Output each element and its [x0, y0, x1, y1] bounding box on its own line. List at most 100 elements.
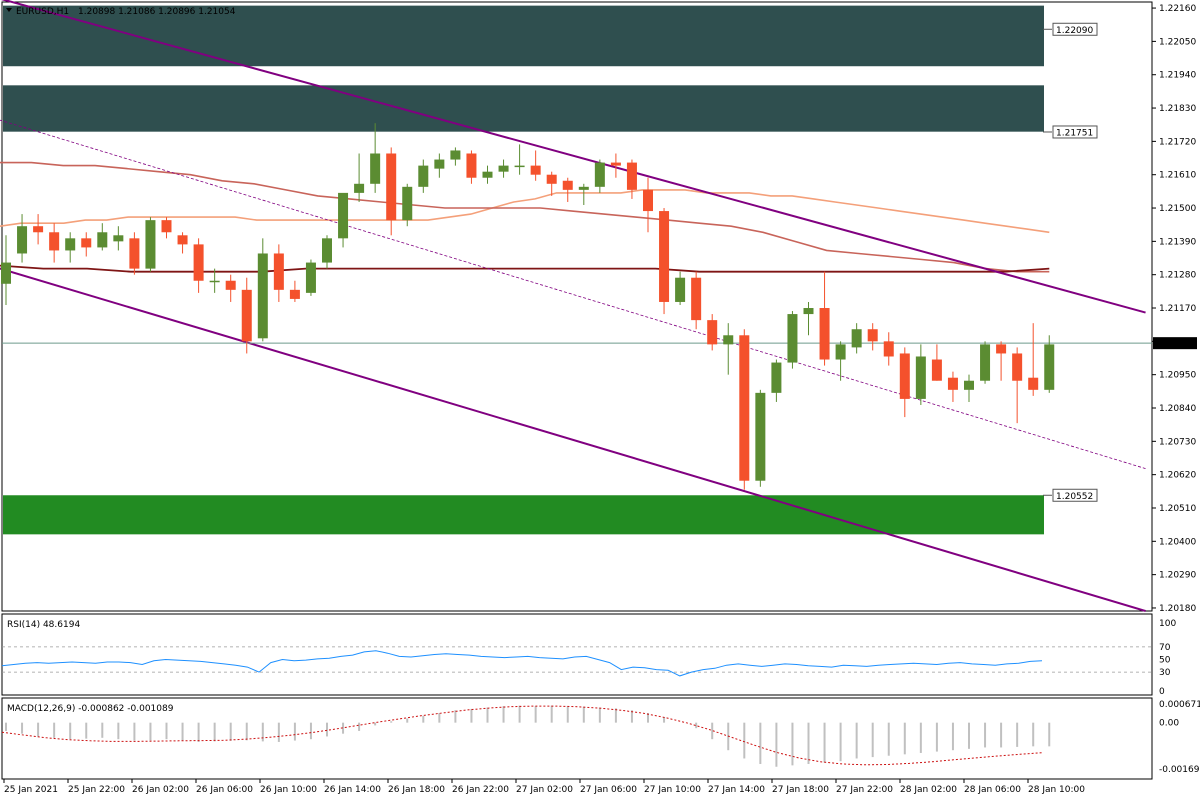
- candle-body: [899, 353, 910, 399]
- candle: [691, 271, 702, 330]
- rsi-tick-label: 70: [1159, 643, 1171, 653]
- candle-body: [354, 183, 365, 193]
- time-tick-label: 25 Jan 22:00: [68, 785, 125, 795]
- candle-body: [145, 220, 156, 269]
- candle-body: [659, 211, 670, 302]
- candle: [1044, 335, 1055, 393]
- price-tick-label: 1.20950: [1159, 371, 1196, 381]
- candle-body: [1012, 353, 1023, 381]
- candle-body: [883, 341, 894, 357]
- ma-fast-line: [0, 189, 1050, 234]
- rsi-tick-label: 0: [1159, 687, 1165, 697]
- candle: [402, 183, 413, 227]
- time-tick-label: 28 Jan 02:00: [900, 785, 957, 795]
- candle: [883, 332, 894, 366]
- candle: [964, 374, 974, 402]
- candle-body: [867, 329, 878, 342]
- candle: [338, 192, 349, 248]
- time-tick-label: 27 Jan 14:00: [708, 785, 765, 795]
- candle: [386, 147, 397, 236]
- candle-body: [241, 289, 252, 342]
- candle: [867, 323, 878, 351]
- rsi-panel: [1, 613, 1153, 696]
- candle: [562, 177, 573, 202]
- candle-body: [964, 380, 974, 390]
- price-tick-label: 1.21170: [1159, 304, 1196, 314]
- candle-body: [33, 226, 44, 233]
- macd-tick-label: 0.000671: [1159, 700, 1200, 710]
- candle-body: [434, 159, 445, 169]
- price-tag-label: 1.21751: [1056, 128, 1093, 138]
- candle-body: [803, 308, 814, 315]
- price-tick-label: 1.21830: [1159, 104, 1196, 114]
- candle-body: [49, 232, 60, 251]
- candle-body: [562, 180, 573, 190]
- price-tag-box: [1052, 488, 1098, 502]
- candle-body: [482, 171, 493, 178]
- price-tick-label: 1.22160: [1159, 4, 1196, 14]
- candle: [514, 144, 525, 175]
- candle: [81, 232, 92, 257]
- candle: [996, 341, 1007, 381]
- candle: [97, 223, 108, 251]
- candle: [65, 232, 76, 263]
- candle: [980, 341, 991, 384]
- candle-body: [289, 289, 300, 299]
- candle-body: [980, 344, 991, 381]
- candle-body: [1028, 377, 1039, 390]
- channel-upper-line: [0, 0, 1146, 314]
- candle: [482, 165, 493, 184]
- time-tick-label: 27 Jan 02:00: [516, 785, 573, 795]
- candle: [675, 271, 686, 305]
- candle: [803, 301, 814, 336]
- candle: [659, 208, 670, 315]
- macd-signal-line: [1, 705, 1043, 766]
- candle-body: [466, 153, 477, 178]
- candle-body: [498, 165, 509, 172]
- candle-body: [546, 174, 557, 184]
- candle: [354, 153, 365, 202]
- candle-body: [675, 277, 686, 302]
- candle-body: [386, 153, 397, 221]
- candle: [193, 238, 204, 293]
- candle: [370, 123, 381, 193]
- candle-body: [193, 244, 204, 281]
- caret-down-icon[interactable]: [6, 8, 12, 12]
- price-tick-label: 1.22050: [1159, 37, 1196, 47]
- time-tick-label: 28 Jan 06:00: [964, 785, 1021, 795]
- rsi-top-label: 100: [1159, 619, 1176, 629]
- candle: [113, 226, 124, 251]
- candle: [305, 259, 316, 296]
- price-tag-box: [1052, 125, 1098, 139]
- candle-body: [996, 344, 1007, 354]
- candle: [594, 159, 605, 193]
- candle: [771, 359, 782, 402]
- candle: [49, 223, 60, 263]
- candle-body: [161, 220, 172, 233]
- candle: [434, 153, 445, 178]
- candle-body: [209, 280, 220, 283]
- time-tick-label: 26 Jan 14:00: [324, 785, 381, 795]
- macd-header: MACD(12,26,9) -0.000862 -0.001089: [7, 704, 174, 714]
- symbol-label: EURUSD,H1: [16, 7, 69, 17]
- candle: [578, 183, 589, 205]
- price-tick-label: 1.20840: [1159, 404, 1196, 414]
- candle: [723, 323, 734, 375]
- candle-body: [418, 165, 429, 187]
- candle-body: [947, 377, 958, 390]
- candle-body: [370, 153, 381, 184]
- zone-resistance-upper: [3, 5, 1044, 67]
- price-tick-label: 1.21500: [1159, 204, 1196, 214]
- time-tick-label: 25 Jan 2021: [4, 785, 58, 795]
- candle: [418, 159, 429, 193]
- zone-support: [3, 495, 1044, 535]
- candle-body: [129, 238, 140, 269]
- candle: [33, 214, 44, 245]
- candle: [498, 159, 509, 178]
- candle-body: [225, 280, 236, 290]
- candle: [915, 344, 926, 405]
- candle-body: [273, 253, 284, 290]
- candle: [899, 347, 910, 418]
